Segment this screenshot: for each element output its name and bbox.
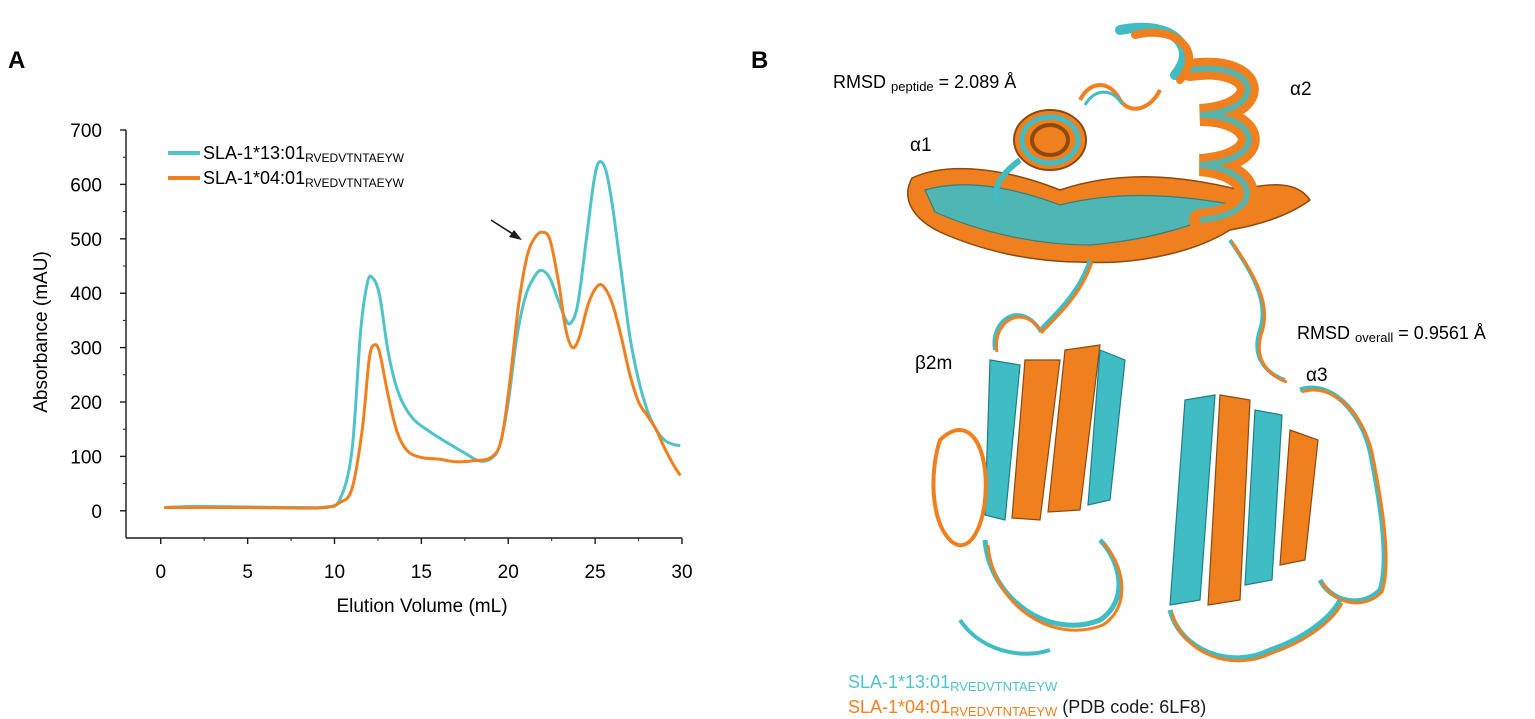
series-layer <box>164 160 682 510</box>
x-tick-label: 15 <box>411 562 432 583</box>
y-tick-label: 200 <box>70 393 102 414</box>
alpha2-label: α2 <box>1290 79 1312 100</box>
x-tick-label: 25 <box>585 562 606 583</box>
legend-sub-series-1: RVEDVTNTAEYW <box>305 151 405 165</box>
legend-sub-series-2: RVEDVTNTAEYW <box>305 176 405 190</box>
rmsd-overall-value: = 0.9561 Å <box>1393 323 1486 343</box>
series-line-1 <box>164 160 681 510</box>
legend-entry-series-1: SLA-1*13:01RVEDVTNTAEYW <box>203 143 405 165</box>
x-axis-ticks: 0 5 10 15 20 25 30 <box>155 538 693 583</box>
protein-structure-image <box>907 22 1388 663</box>
rmsd-overall-label: RMSD overall = 0.9561 Å <box>1297 323 1486 345</box>
y-tick-label: 100 <box>70 447 102 468</box>
structure-legend-entry-1: SLA-1*13:01RVEDVTNTAEYW <box>848 672 1058 694</box>
legend-name-series-2: SLA-1*04:01 <box>203 168 305 188</box>
y-tick-label: 0 <box>91 502 102 523</box>
legend-name-series-1: SLA-1*13:01 <box>203 143 305 163</box>
x-tick-label: 20 <box>498 562 519 583</box>
structure-legend-name-2: SLA-1*04:01 <box>848 697 950 717</box>
structure-legend-sub-2: RVEDVTNTAEYW <box>950 704 1058 719</box>
y-tick-label: 600 <box>70 175 102 196</box>
beta2m-label: β2m <box>915 353 952 374</box>
x-tick-label: 10 <box>324 562 345 583</box>
structure-legend-entry-2: SLA-1*04:01RVEDVTNTAEYW (PDB code: 6LF8) <box>848 697 1206 719</box>
rmsd-peptide-value: = 2.089 Å <box>934 72 1017 92</box>
chart-legend: SLA-1*13:01RVEDVTNTAEYW SLA-1*04:01RVEDV… <box>168 143 405 190</box>
legend-entry-series-2: SLA-1*04:01RVEDVTNTAEYW <box>203 168 405 190</box>
elution-chart: 0 5 10 15 20 25 30 0 100 200 300 400 500 600 700 Elut… <box>31 121 693 617</box>
rmsd-overall-sub: overall <box>1355 330 1393 345</box>
y-tick-label: 300 <box>70 339 102 360</box>
panel-a-label: A <box>8 47 25 74</box>
alpha3-label: α3 <box>1306 365 1328 386</box>
alpha2-helix <box>1115 22 1260 231</box>
rmsd-overall-prefix: RMSD <box>1297 323 1355 343</box>
x-tick-label: 5 <box>242 562 253 583</box>
chart-axes <box>125 130 682 539</box>
y-axis-title: Absorbance (mAU) <box>31 251 52 413</box>
x-tick-label: 30 <box>671 562 692 583</box>
x-tick-label: 0 <box>155 562 166 583</box>
structure-legend-sub-1: RVEDVTNTAEYW <box>950 679 1058 694</box>
alpha1-helix <box>993 109 1087 207</box>
series-line-2 <box>164 230 682 510</box>
x-axis-title: Elution Volume (mL) <box>336 596 507 617</box>
structure-legend-name-1: SLA-1*13:01 <box>848 672 950 692</box>
panel-b-label: B <box>751 47 768 74</box>
rmsd-peptide-label: RMSD peptide = 2.089 Å <box>833 72 1016 94</box>
y-axis-ticks: 0 100 200 300 400 500 600 700 <box>70 121 126 523</box>
alpha1-label: α1 <box>910 135 932 156</box>
rmsd-peptide-prefix: RMSD <box>833 72 891 92</box>
y-tick-label: 700 <box>70 121 102 142</box>
beta2m-domain <box>931 344 1126 656</box>
y-tick-label: 400 <box>70 284 102 305</box>
rmsd-peptide-sub: peptide <box>891 79 934 94</box>
alpha3-domain <box>1167 385 1388 663</box>
peak-arrow-annotation <box>490 219 522 240</box>
structure-legend-suffix-2: (PDB code: 6LF8) <box>1057 697 1206 717</box>
y-tick-label: 500 <box>70 230 102 251</box>
